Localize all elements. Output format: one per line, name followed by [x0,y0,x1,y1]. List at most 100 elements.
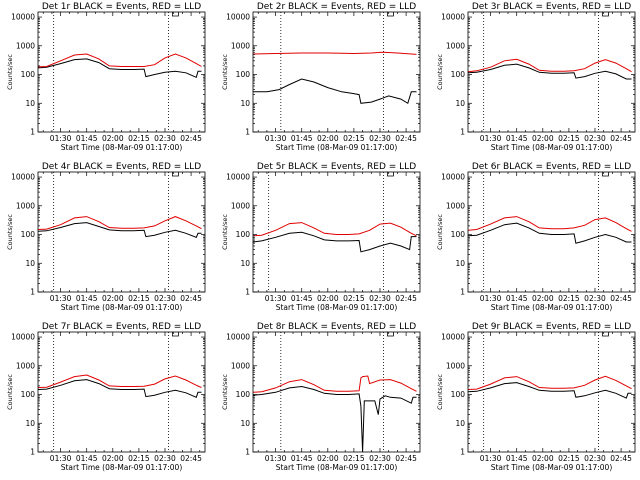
x-tick-label: 02:15 [343,134,365,143]
x-tick-label: 02:30 [584,454,606,463]
detector-panel: Det 8r BLACK = Events, RED = LLD 1 10 100 10… [221,322,421,472]
y-tick-label: 100 [451,390,466,399]
interval-marker [602,332,609,337]
x-axis-label: Start Time (08-Mar-09 01:17:00) [276,303,398,312]
x-tick-label: 02:45 [180,134,202,143]
y-tick-label: 1 [460,448,465,457]
events-series-line [467,382,632,399]
y-tick-label: 10 [455,99,465,108]
lld-series-line [37,216,202,230]
y-tick-label: 1000 [16,361,35,370]
x-tick-label: 02:30 [154,294,176,303]
panel-title: Det 2r BLACK = Events, RED = LLD [257,2,416,12]
y-tick-label: 1 [30,448,35,457]
y-tick-label: 1000 [446,201,465,210]
x-tick-label: 02:45 [395,454,417,463]
x-tick-label: 01:30 [480,294,502,303]
x-tick-label: 02:15 [343,294,365,303]
x-tick-label: 02:45 [610,454,632,463]
x-tick-label: 01:30 [50,454,72,463]
interval-marker [172,12,179,17]
detector-panel: Det 4r BLACK = Events, RED = LLD 1 10 100 10… [6,162,206,312]
x-tick-label: 02:15 [128,454,150,463]
events-series-line [467,222,632,244]
detector-panel: Det 2r BLACK = Events, RED = LLD 1 10 100 10… [221,2,421,152]
y-tick-label: 1 [245,288,250,297]
x-tick-label: 02:00 [317,454,339,463]
y-axis-label: Counts/sec [6,54,14,90]
y-tick-label: 100 [451,70,466,79]
x-tick-label: 02:45 [395,134,417,143]
lld-series-line [252,375,417,393]
x-tick-label: 02:15 [128,294,150,303]
x-tick-label: 02:45 [610,134,632,143]
x-tick-label: 02:30 [369,454,391,463]
x-tick-label: 02:00 [532,294,554,303]
x-axis-label: Start Time (08-Mar-09 01:17:00) [491,303,613,312]
y-tick-label: 1 [460,128,465,137]
y-tick-label: 10 [25,419,35,428]
x-tick-label: 02:45 [180,454,202,463]
y-axis-label: Counts/sec [436,54,444,90]
x-tick-label: 02:00 [102,454,124,463]
x-tick-label: 01:30 [265,294,287,303]
x-axis-label: Start Time (08-Mar-09 01:17:00) [491,143,613,152]
x-tick-label: 02:30 [154,134,176,143]
x-axis-label: Start Time (08-Mar-09 01:17:00) [491,463,613,472]
x-axis-label: Start Time (08-Mar-09 01:17:00) [276,463,398,472]
lld-series-line [252,51,417,55]
interval-marker [387,172,394,177]
interval-marker [172,332,179,337]
x-tick-label: 02:00 [532,454,554,463]
panel-title: Det 7r BLACK = Events, RED = LLD [42,322,201,332]
lld-series-line [467,375,632,390]
detector-panel: Det 1r BLACK = Events, RED = LLD 1 10 100 10… [6,2,206,152]
interval-marker [387,12,394,17]
y-tick-label: 100 [236,70,251,79]
x-tick-label: 01:45 [291,454,313,463]
x-axis-label: Start Time (08-Mar-09 01:17:00) [61,463,183,472]
y-axis-label: Counts/sec [6,374,14,410]
interval-marker [387,332,394,337]
x-tick-label: 02:00 [102,134,124,143]
x-tick-label: 02:30 [584,294,606,303]
x-tick-label: 02:30 [154,454,176,463]
lld-series-line [252,222,417,237]
y-tick-label: 10000 [11,333,35,342]
x-tick-label: 02:15 [558,454,580,463]
y-tick-label: 10 [240,259,250,268]
y-tick-label: 100 [21,70,36,79]
x-axis-label: Start Time (08-Mar-09 01:17:00) [276,143,398,152]
y-tick-label: 1000 [231,201,250,210]
y-tick-label: 1000 [446,41,465,50]
plot-frame [37,331,206,453]
y-tick-label: 1000 [16,41,35,50]
y-tick-label: 10000 [226,173,250,182]
y-tick-label: 100 [236,390,251,399]
y-tick-label: 10 [455,259,465,268]
x-tick-label: 01:45 [506,294,528,303]
detector-panel: Det 3r BLACK = Events, RED = LLD 1 10 100 10… [436,2,636,152]
y-tick-label: 1 [30,288,35,297]
y-tick-label: 100 [21,230,36,239]
lld-series-line [37,53,202,68]
lld-series-line [467,216,632,232]
x-tick-label: 01:30 [50,134,72,143]
detector-panel: Det 5r BLACK = Events, RED = LLD 1 10 100 10… [221,162,421,312]
panel-title: Det 4r BLACK = Events, RED = LLD [42,162,201,172]
y-axis-label: Counts/sec [6,214,14,250]
panel-title: Det 9r BLACK = Events, RED = LLD [472,322,631,332]
y-tick-label: 1 [30,128,35,137]
x-tick-label: 02:45 [180,294,202,303]
x-tick-label: 01:30 [480,454,502,463]
x-tick-label: 01:45 [506,134,528,143]
x-tick-label: 02:30 [369,294,391,303]
x-tick-label: 02:00 [102,294,124,303]
x-tick-label: 02:45 [610,294,632,303]
x-tick-label: 01:45 [76,454,98,463]
panel-title: Det 3r BLACK = Events, RED = LLD [472,2,631,12]
y-tick-label: 10000 [226,13,250,22]
y-tick-label: 10 [240,99,250,108]
y-tick-label: 100 [236,230,251,239]
